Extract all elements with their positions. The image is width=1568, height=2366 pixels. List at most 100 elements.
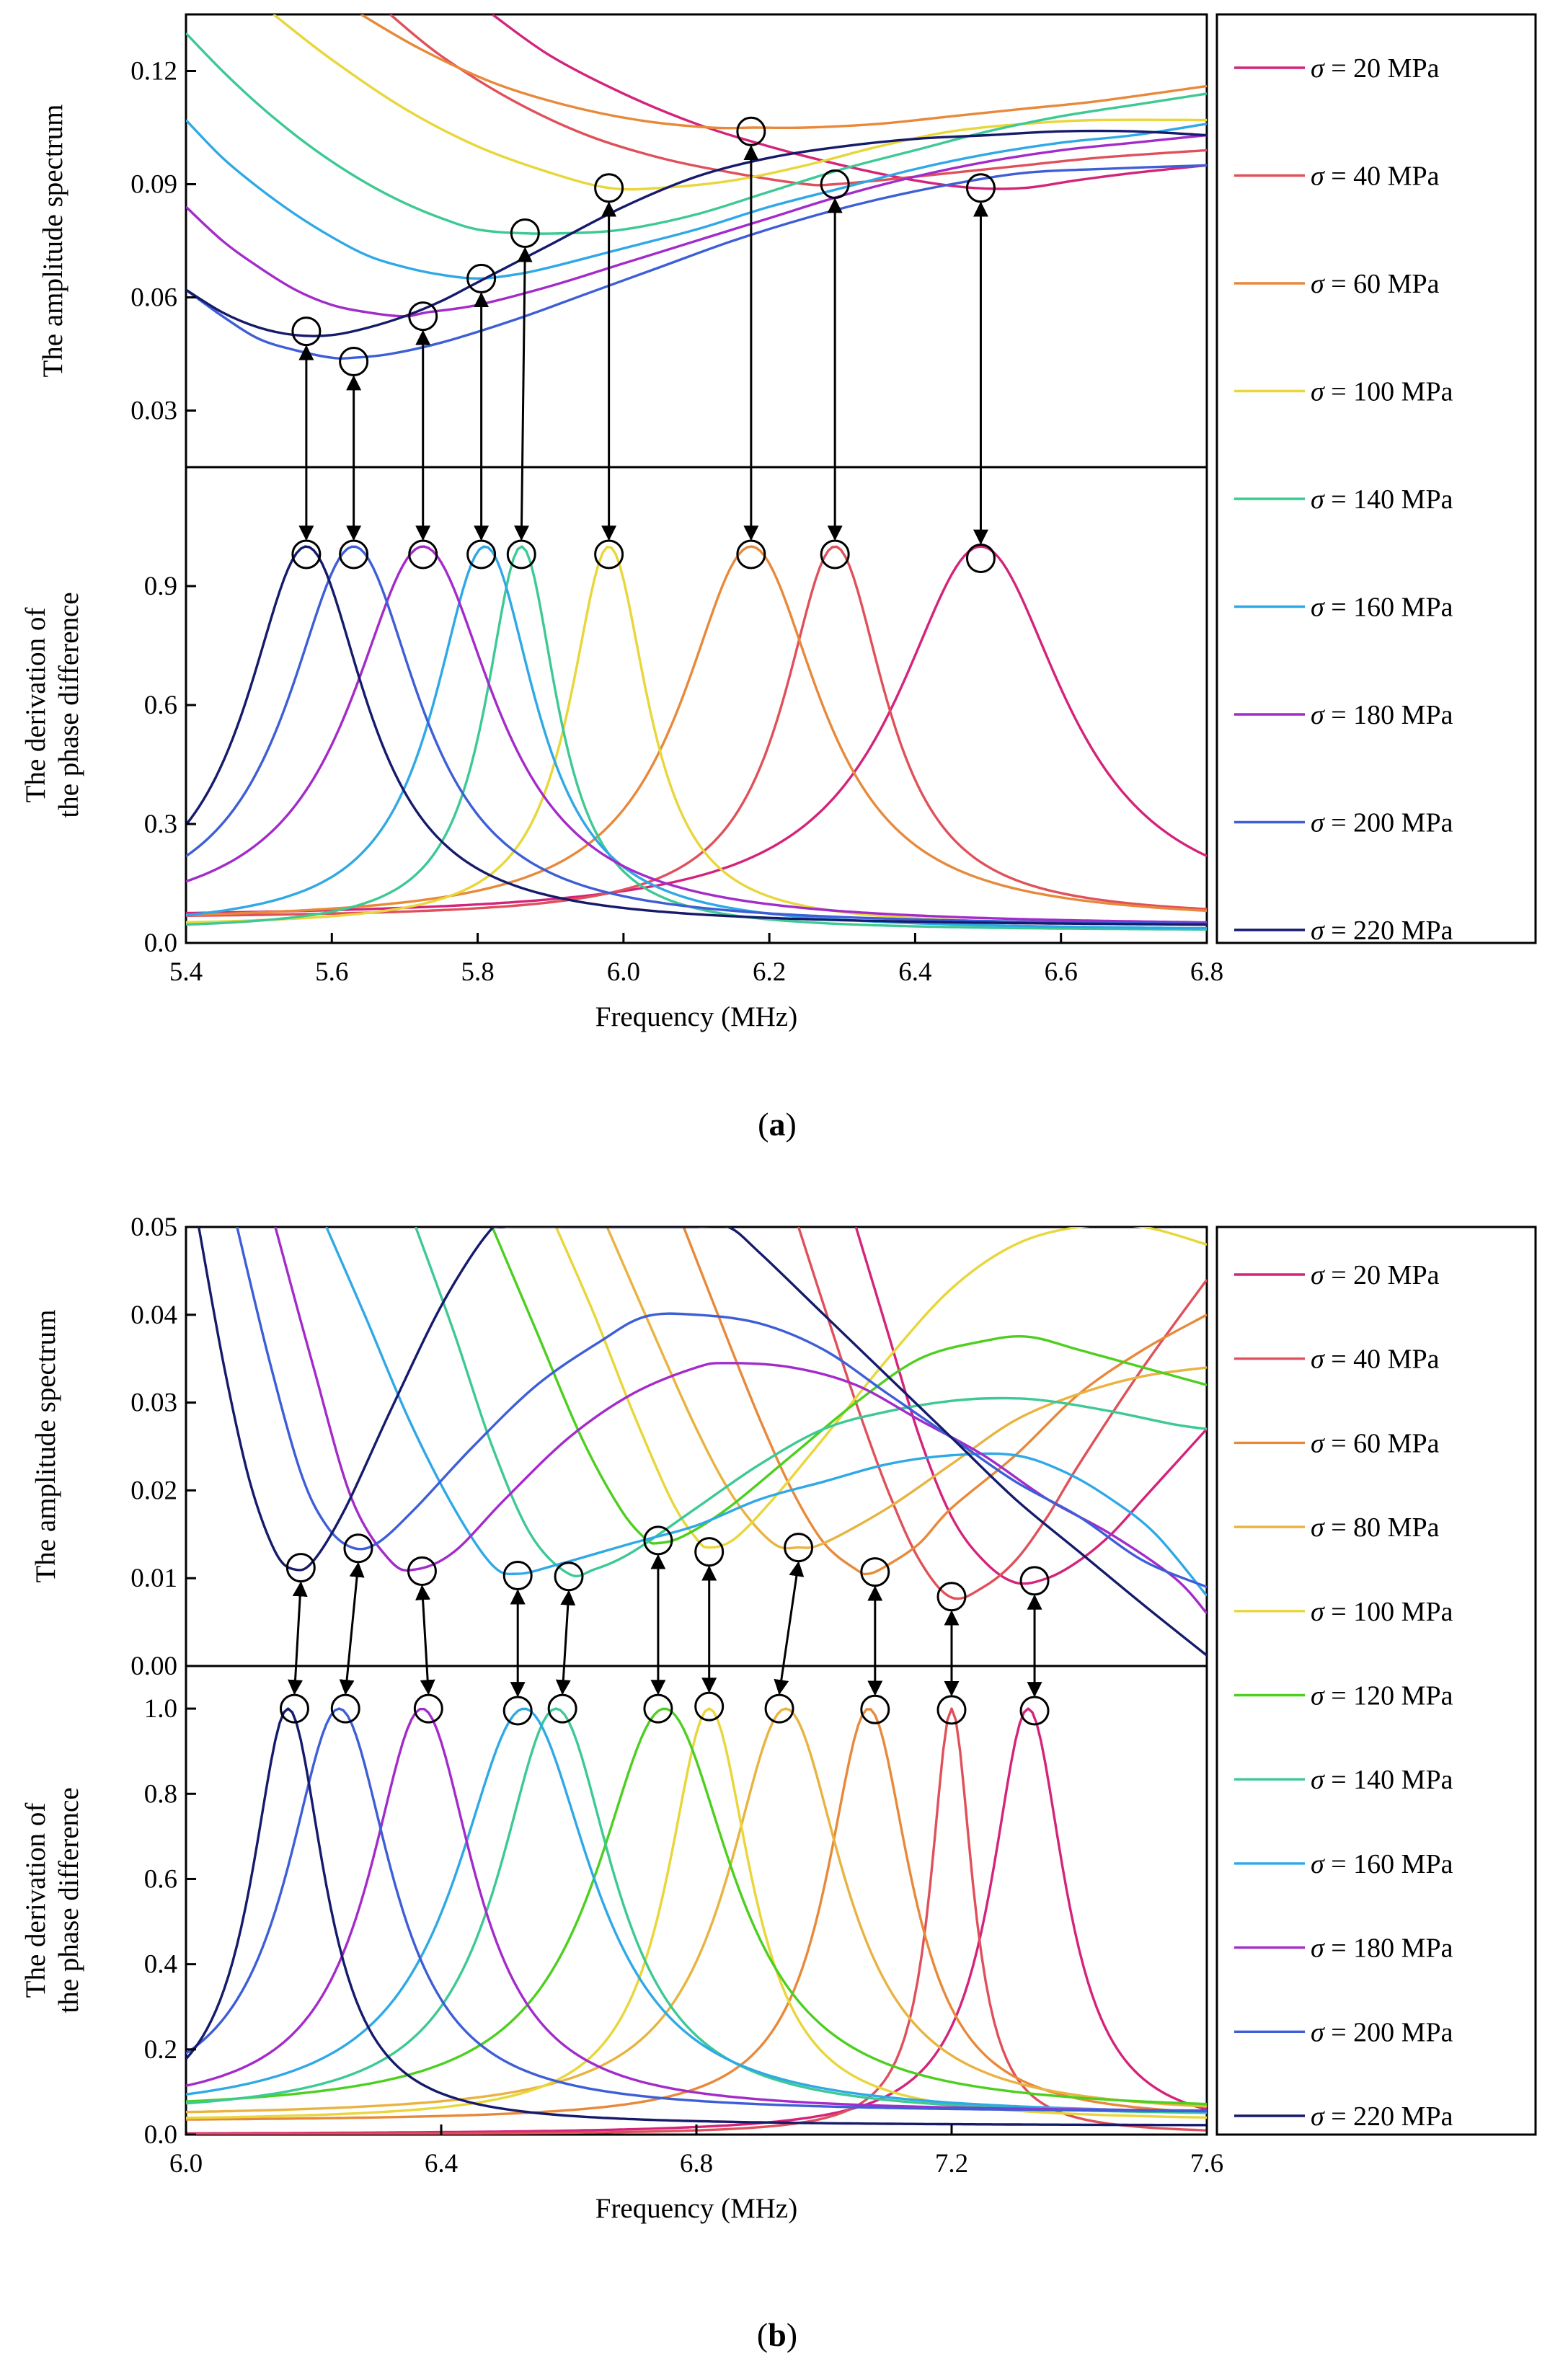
series-line-140mpa [186, 32, 1207, 235]
series-line-100mpa [554, 1227, 1207, 1549]
series-line-160mpa [325, 1227, 1207, 1597]
x-tick-label: 6.2 [753, 957, 786, 987]
panel-a-phase-ylabel-line2: the phase difference [53, 592, 84, 818]
y-tick-label: 0.3 [144, 810, 177, 839]
correspondence-arrow [774, 1561, 805, 1696]
panel-a-legend-box [1215, 13, 1537, 944]
x-tick-label: 6.6 [1045, 957, 1078, 987]
peak-marker-circle [408, 539, 438, 570]
y-tick-label: 0.00 [130, 1652, 177, 1681]
y-tick-label: 0.8 [144, 1779, 177, 1809]
series-line-80mpa [606, 1227, 1207, 1550]
peak-marker-circle [339, 346, 369, 376]
series-line-180mpa [186, 133, 1207, 318]
peak-marker-circle [339, 539, 369, 570]
series-line-220mpa [186, 545, 1207, 926]
panel-a-correspondence-markers [291, 116, 996, 573]
series-line-60mpa [360, 14, 1207, 130]
y-tick-label: 0.0 [144, 929, 177, 958]
y-tick-label: 0.09 [130, 170, 177, 200]
legend-label: σ = 100 MPa [1311, 1597, 1453, 1627]
y-tick-label: 0.05 [130, 1213, 177, 1242]
legend-sigma-symbol: σ [1311, 700, 1325, 730]
correspondence-arrow [415, 1585, 435, 1696]
panel-a-caption-letter: a [769, 1106, 786, 1143]
x-tick-label: 6.8 [680, 2149, 713, 2179]
legend-stress-value: = 220 MPa [1324, 916, 1453, 946]
peak-marker-circle [407, 1556, 437, 1586]
legend-sigma-symbol: σ [1311, 53, 1325, 84]
peak-marker-circle [502, 1561, 533, 1591]
series-line-160mpa [186, 119, 1207, 280]
correspondence-arrow [555, 1590, 576, 1696]
legend-stress-value: = 40 MPa [1324, 161, 1440, 192]
correspondence-arrow [513, 247, 533, 541]
panel-b-legend-box [1215, 1226, 1537, 2136]
legend-label: σ = 160 MPa [1311, 593, 1453, 623]
legend-label: σ = 180 MPa [1311, 700, 1453, 730]
panel-a-x-ticks: 5.4 5.6 5.8 6.0 6.2 6.4 6.6 6.8 [169, 933, 1223, 987]
legend-stress-value: = 120 MPa [1324, 1681, 1453, 1711]
panel-b: 0.00 0.01 0.02 0.03 0.04 0.05 0.0 0.2 0.4 0.6 0.8… [20, 1213, 1537, 2353]
peak-marker-circle [291, 316, 322, 347]
panel-b-phase-y-ticks: 0.0 0.2 0.4 0.6 0.8 1.0 [144, 1694, 196, 2150]
legend-stress-value: = 20 MPa [1324, 53, 1440, 84]
y-tick-label: 0.6 [144, 1864, 177, 1894]
legend-label: σ = 60 MPa [1311, 269, 1440, 299]
legend-stress-value: = 160 MPa [1324, 593, 1453, 623]
legend-stress-value: = 160 MPa [1324, 1849, 1453, 1879]
panel-a-amplitude-ylabel: The amplitude spectrum [37, 104, 68, 377]
series-line-20mpa [491, 14, 1207, 190]
panel-b-phase-curves [186, 1707, 1207, 2135]
panel-a-amplitude-curves [186, 14, 1207, 360]
legend-stress-value: = 40 MPa [1324, 1344, 1440, 1375]
legend-label: σ = 200 MPa [1311, 2017, 1453, 2047]
legend-label: σ = 60 MPa [1311, 1428, 1440, 1458]
panel-a-phase-y-ticks: 0.0 0.3 0.6 0.9 [144, 572, 196, 958]
panel-b-amplitude-ylabel: The amplitude spectrum [30, 1309, 61, 1582]
legend-sigma-symbol: σ [1311, 808, 1325, 838]
series-line-200mpa [186, 545, 1207, 926]
legend-label: σ = 160 MPa [1311, 1849, 1453, 1879]
panel-b-amplitude-curves [198, 1227, 1207, 1657]
legend-sigma-symbol: σ [1311, 1344, 1325, 1375]
series-line-200mpa [186, 1707, 1207, 2113]
legend-stress-value: = 140 MPa [1324, 1765, 1453, 1795]
legend-label: σ = 220 MPa [1311, 2101, 1453, 2132]
legend-stress-value: = 60 MPa [1324, 269, 1440, 299]
legend-label: σ = 140 MPa [1311, 1765, 1453, 1795]
legend-sigma-symbol: σ [1311, 269, 1325, 299]
x-tick-label: 6.0 [607, 957, 640, 987]
y-tick-label: 0.03 [130, 396, 177, 426]
peak-marker-circle [466, 539, 497, 570]
series-line-200mpa [186, 164, 1207, 360]
x-tick-label: 6.4 [898, 957, 931, 987]
series-line-60mpa [186, 1708, 1207, 2121]
legend-sigma-symbol: σ [1311, 1933, 1325, 1964]
peak-marker-circle [506, 539, 536, 570]
legend-label: σ = 20 MPa [1311, 53, 1440, 84]
x-tick-label: 6.8 [1190, 957, 1223, 987]
series-line-20mpa [854, 1227, 1207, 1585]
legend-stress-value: = 220 MPa [1324, 2101, 1453, 2132]
legend-sigma-symbol: σ [1311, 1428, 1325, 1458]
panel-b-x-ticks: 6.0 6.4 6.8 7.2 7.6 [169, 2124, 1223, 2179]
legend-stress-value: = 80 MPa [1324, 1512, 1440, 1543]
x-tick-label: 6.0 [169, 2149, 203, 2179]
x-tick-label: 5.8 [461, 957, 494, 987]
panel-b-amplitude-y-ticks: 0.00 0.01 0.02 0.03 0.04 0.05 [130, 1213, 196, 1681]
series-line-200mpa [236, 1227, 1207, 1588]
correspondence-arrow [339, 1561, 365, 1696]
legend-sigma-symbol: σ [1311, 1512, 1325, 1543]
peak-marker-circle [694, 1537, 725, 1567]
legend-sigma-symbol: σ [1311, 484, 1325, 515]
series-line-20mpa [186, 545, 1207, 915]
peak-marker-circle [736, 539, 766, 570]
series-line-160mpa [186, 545, 1207, 930]
y-tick-label: 0.6 [144, 691, 177, 720]
x-tick-label: 5.4 [169, 957, 203, 987]
series-line-20mpa [186, 1707, 1207, 2135]
legend-stress-value: = 200 MPa [1324, 808, 1453, 838]
